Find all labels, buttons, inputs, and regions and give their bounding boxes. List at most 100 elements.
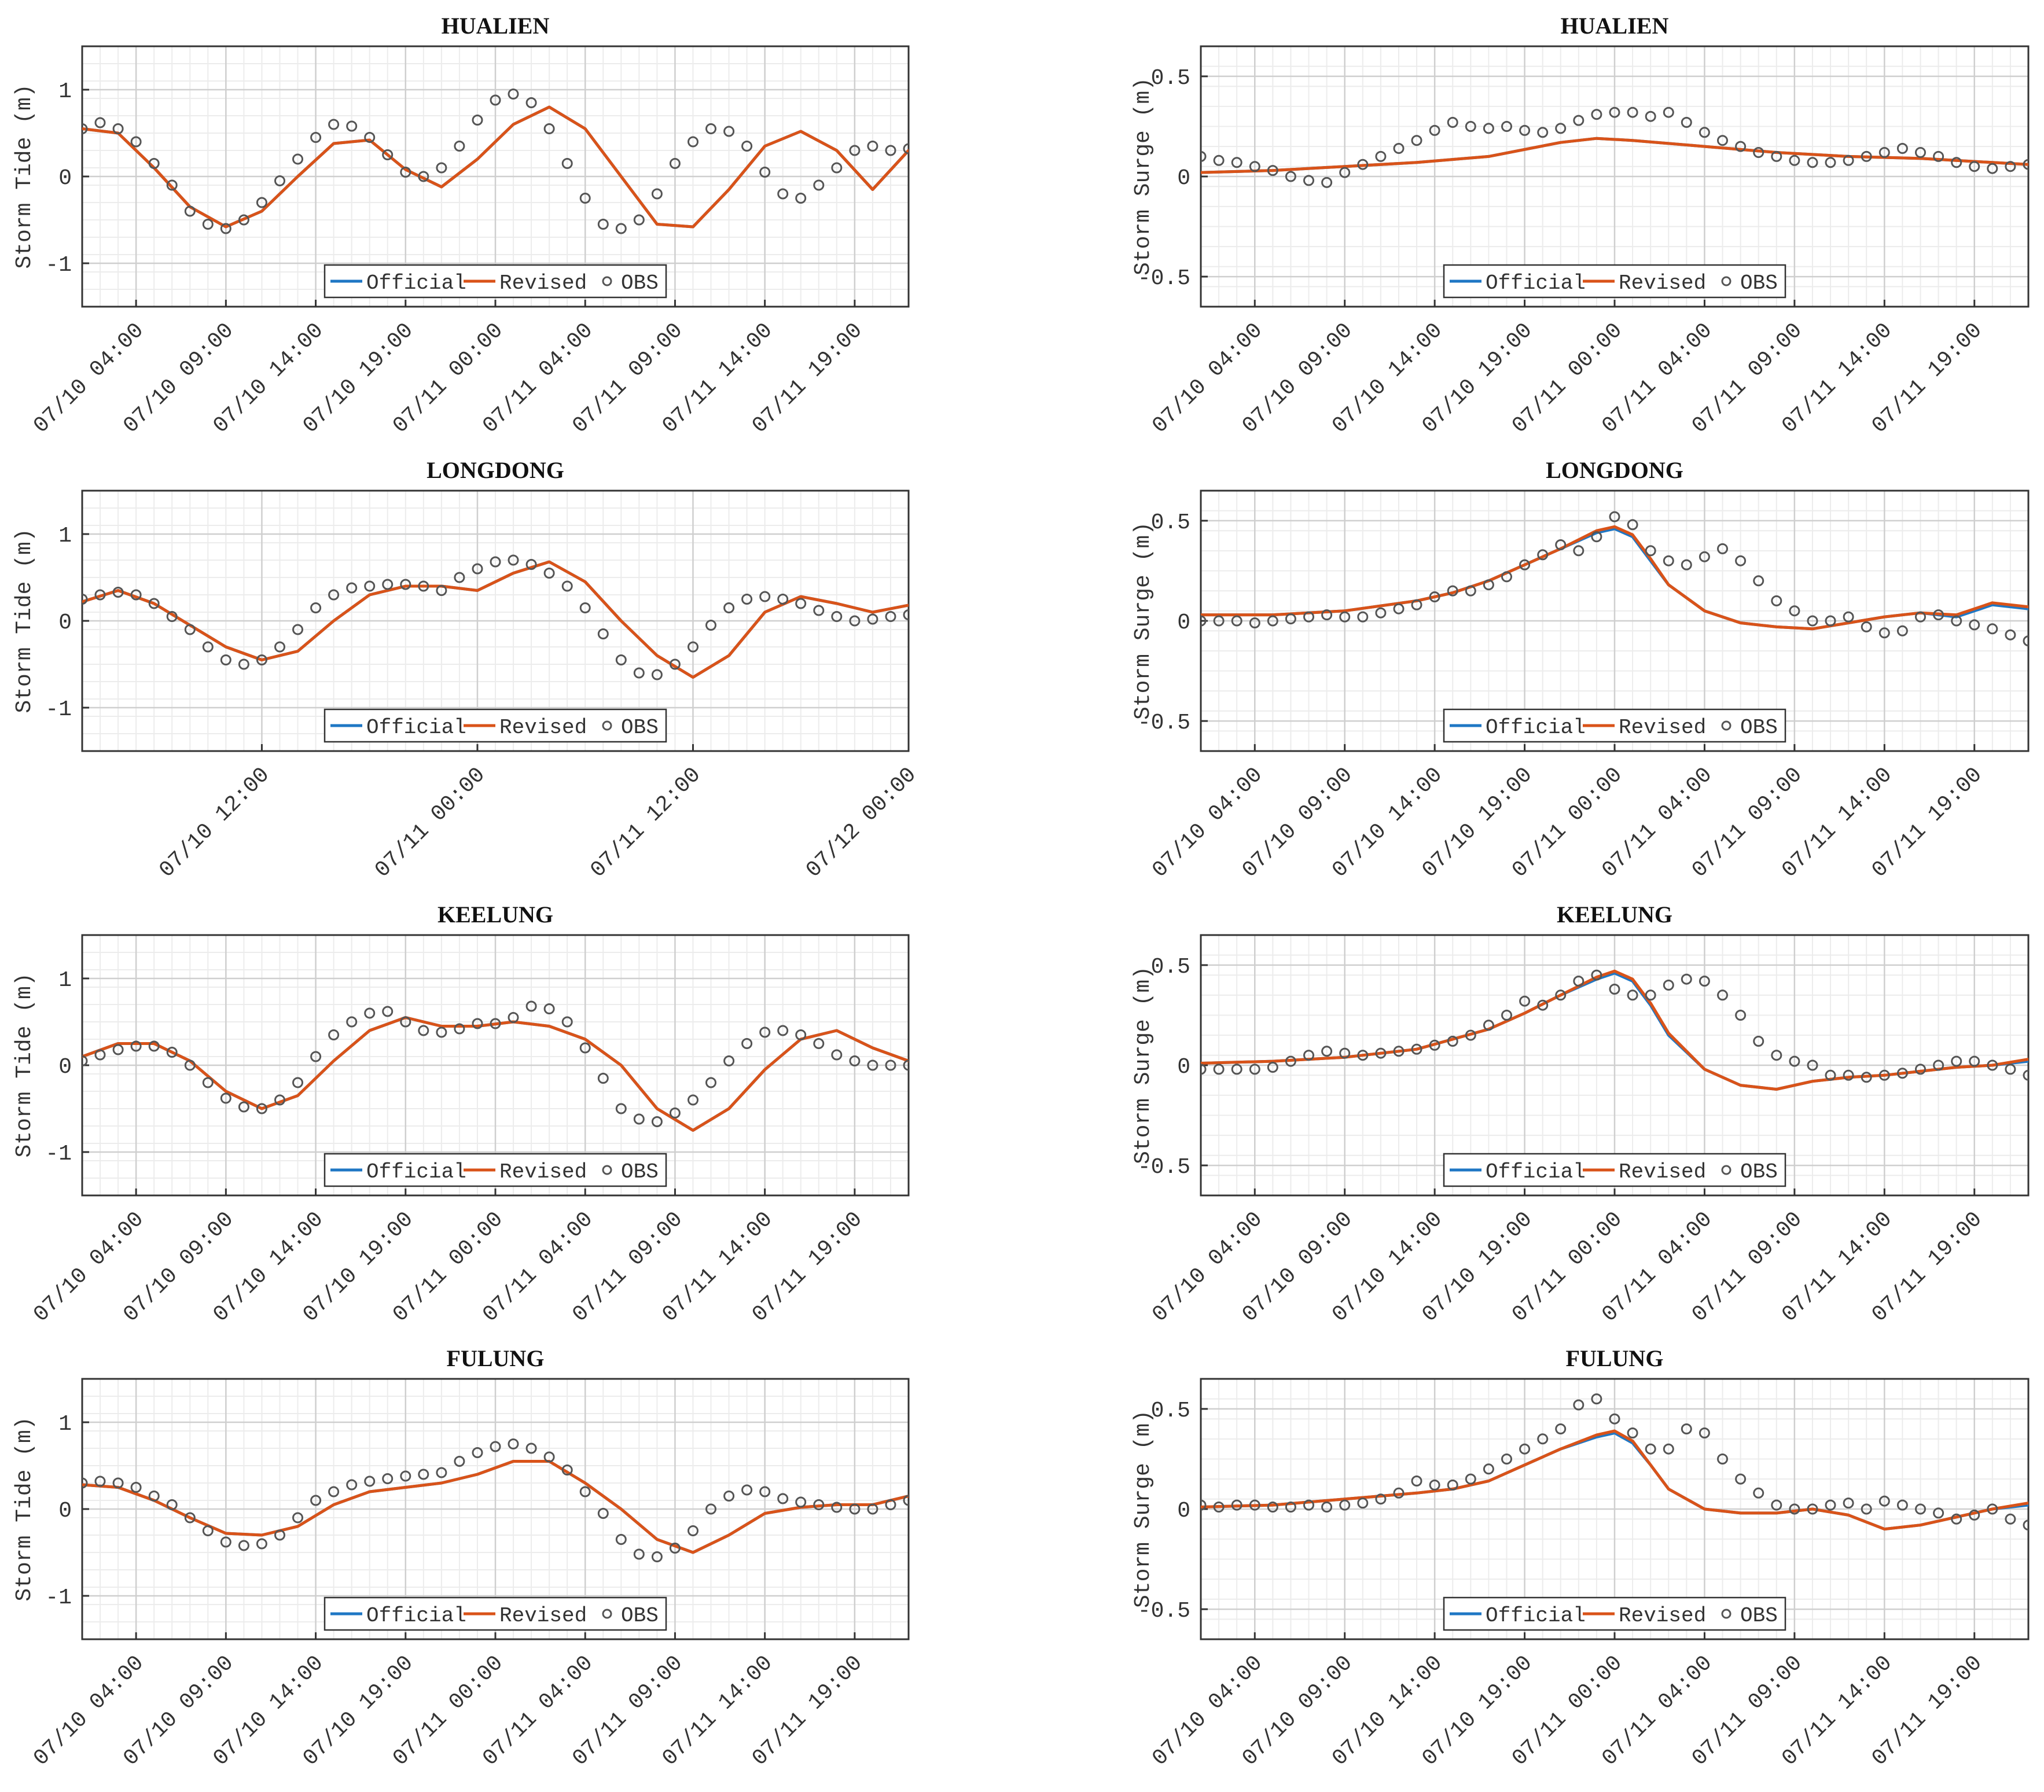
obs-point [1699,1427,1710,1438]
obs-point [202,1077,214,1088]
obs-point [1429,124,1440,136]
legend-swatch-obs [1721,276,1731,286]
obs-point [454,1023,465,1035]
obs-point [1843,154,1854,166]
legend-label-obs: OBS [621,1160,659,1184]
obs-point [400,1470,411,1482]
legend-label-revised: Revised [499,1160,587,1184]
obs-point [1303,175,1314,186]
obs-point [633,214,645,226]
obs-point [1915,147,1926,158]
obs-point [1573,115,1585,126]
obs-point [472,1018,483,1029]
obs-point [615,223,627,234]
obs-point [1663,1443,1674,1455]
obs-point [1933,1059,1944,1071]
obs-point [741,1484,753,1496]
obs-point [723,1491,735,1502]
legend-label-revised: Revised [1619,716,1706,739]
obs-point [310,132,322,143]
obs-point [1753,1487,1764,1499]
obs-point [1201,1499,1207,1511]
chart-title: HUALIEN [1561,13,1669,39]
obs-point [184,1059,196,1071]
y-tick-label: -0.5 [1138,711,1190,735]
obs-point [256,197,267,208]
obs-point [1807,1059,1818,1071]
obs-point [1411,599,1422,610]
obs-point [1375,607,1387,619]
obs-point [382,1006,394,1017]
obs-point [903,609,909,620]
obs-point [1573,976,1585,987]
series-layer [1201,1393,2028,1531]
obs-point [831,611,843,622]
obs-point [688,1525,699,1536]
obs-point [579,1486,591,1497]
obs-point [759,1026,771,1038]
obs-point [166,179,178,191]
obs-point [436,1467,447,1478]
obs-point [867,1059,878,1071]
obs-point [274,1529,285,1541]
legend-label-revised: Revised [499,1604,587,1628]
obs-point [1878,627,1890,639]
obs-point [1843,1497,1854,1509]
obs-point [1825,1069,1836,1081]
obs-point [1807,157,1818,168]
obs-point [1663,555,1674,566]
obs-point [1735,1473,1747,1485]
obs-point [1681,1423,1692,1434]
obs-point [579,1042,591,1054]
obs-point [651,1116,663,1127]
y-tick-label: 1 [58,1412,72,1437]
legend-label-official: Official [366,271,466,295]
obs-point [112,1044,124,1055]
obs-point [579,193,591,204]
obs-point [454,572,465,583]
obs-point [1447,1036,1458,1047]
obs-point [328,1029,340,1040]
obs-point [292,153,303,165]
obs-point [310,1495,322,1506]
obs-point [490,556,501,568]
obs-point [1201,615,1207,627]
obs-point [1483,1463,1494,1475]
y-tick-label: -1 [45,1585,72,1610]
obs-point [1321,1046,1333,1057]
obs-point [1896,1499,1908,1511]
y-tick-label: 0.5 [1151,66,1190,91]
obs-point [490,1441,501,1452]
obs-point [1357,611,1369,623]
series-line-revised [82,1460,909,1554]
obs-point [202,219,214,230]
chart-title: FULUNG [447,1345,545,1371]
obs-point [328,119,340,130]
obs-point [130,1040,142,1052]
obs-point [741,1038,753,1049]
obs-point [1951,1513,1962,1525]
series-line-revised [1201,525,2028,631]
obs-point [1771,1499,1782,1511]
series-layer [82,89,909,234]
obs-point [1393,1046,1405,1057]
obs-point [382,579,394,590]
obs-point [777,1493,789,1504]
obs-point [508,1012,519,1023]
obs-point [328,1486,340,1497]
obs-point [543,1451,555,1463]
obs-point [1735,141,1747,152]
y-axis-label: Storm Surge (m) [1131,78,1156,275]
y-tick-label: 0 [1177,166,1190,191]
obs-point [1861,1072,1872,1083]
obs-point [1645,545,1656,557]
obs-point [525,1000,537,1012]
chart-title: KEELUNG [438,901,553,928]
obs-point [1231,1064,1242,1075]
obs-point [1303,611,1314,623]
obs-point [561,580,573,592]
obs-point [1896,143,1908,154]
